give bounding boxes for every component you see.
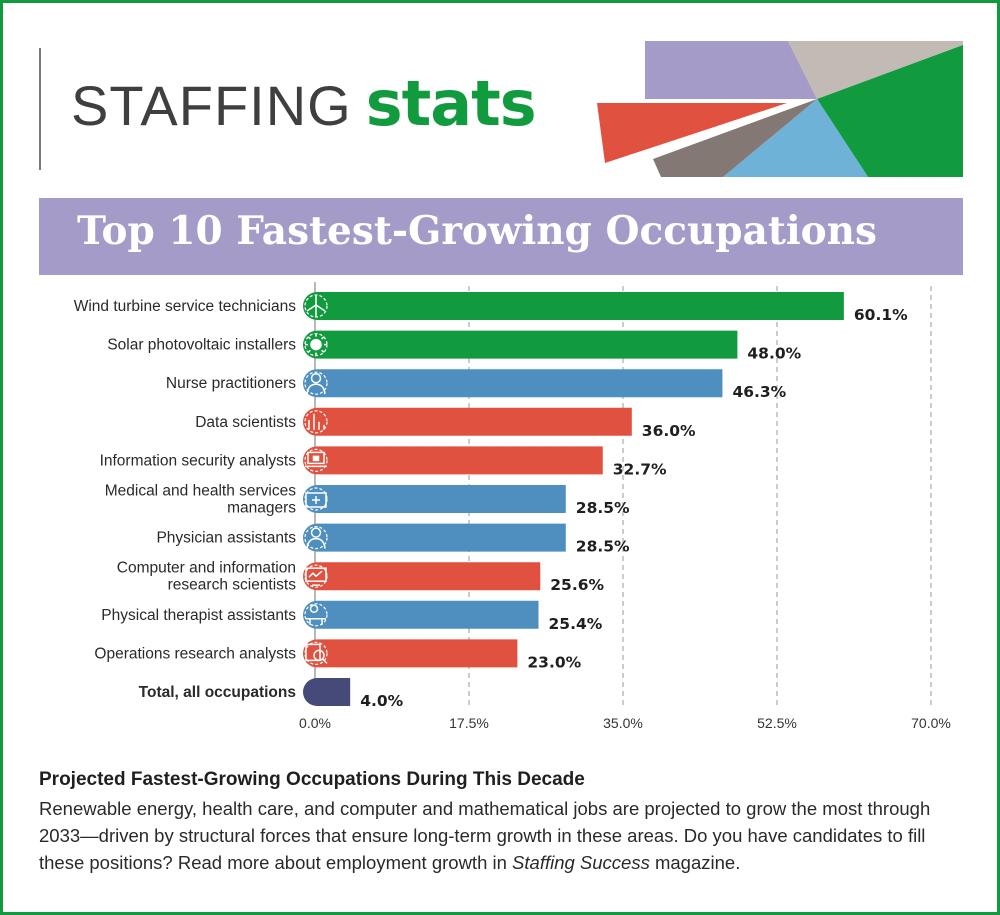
value-label: 60.1% <box>854 306 908 324</box>
value-label: 46.3% <box>732 383 786 401</box>
icon-ring <box>304 371 328 395</box>
bar <box>303 639 518 668</box>
bar <box>303 600 539 629</box>
magazine-name: Staffing Success <box>512 852 650 873</box>
category-label: managers <box>227 500 296 517</box>
pie-slice-gray <box>788 41 963 99</box>
bar <box>303 369 723 398</box>
bar-chart: 0.0% 17.5% 35.0% 52.5% 70.0% Wind turbine ser… <box>74 282 951 731</box>
bar <box>303 523 566 552</box>
title-band: Top 10 Fastest-Growing Occupations <box>39 198 963 275</box>
footer-body-text: Renewable energy, health care, and compu… <box>39 798 931 873</box>
brand-light-text: STAFFING <box>71 74 352 137</box>
icon-ring <box>304 487 328 511</box>
sun-icon <box>305 333 327 356</box>
footer-body: Renewable energy, health care, and compu… <box>39 795 969 876</box>
medical-kit-icon <box>305 492 327 508</box>
brand-logo: STAFFING stats <box>71 73 537 137</box>
icon-ring <box>304 641 328 666</box>
icon-ring <box>304 564 328 588</box>
category-label: Physician assistants <box>156 530 296 547</box>
bar <box>303 485 566 513</box>
category-label: Wind turbine service technicians <box>74 298 297 315</box>
pie-slice-blue <box>723 99 868 177</box>
category-label: Information security analysts <box>100 452 297 469</box>
category-label: Computer and information <box>117 560 296 577</box>
footer-title: Projected Fastest-Growing Occupations Du… <box>39 769 585 790</box>
icon-ring <box>304 410 328 434</box>
nurse-icon <box>306 372 326 395</box>
bar-chart-icon <box>308 413 325 430</box>
pie-slice-red <box>597 103 787 163</box>
wind-turbine-icon <box>306 295 326 317</box>
value-label: 28.5% <box>576 499 630 517</box>
icon-ring <box>304 603 328 627</box>
x-tick-label: 70.0% <box>911 715 951 731</box>
value-label: 36.0% <box>642 422 696 440</box>
value-label: 4.0% <box>360 692 403 710</box>
laptop-lock-icon <box>305 451 327 468</box>
value-label: 25.4% <box>549 615 603 633</box>
x-tick-label: 0.0% <box>299 715 331 731</box>
pie-slice-dark <box>653 99 817 177</box>
header-divider <box>39 48 41 170</box>
category-label: Solar photovoltaic installers <box>107 337 296 354</box>
bar <box>303 562 541 591</box>
footer-section: Projected Fastest-Growing Occupations Du… <box>39 768 969 876</box>
category-label: Medical and health services <box>105 483 297 500</box>
category-label: research scientists <box>168 577 297 594</box>
x-tick-label: 52.5% <box>757 715 797 731</box>
pie-slice-green <box>817 45 963 177</box>
chart-title: Top 10 Fastest-Growing Occupations <box>77 208 877 254</box>
value-label: 28.5% <box>576 538 630 556</box>
doctor-icon <box>306 527 326 549</box>
category-label: Physical therapist assistants <box>101 607 296 624</box>
category-label: Total, all occupations <box>139 684 296 701</box>
value-label: 48.0% <box>747 345 801 363</box>
category-label: Data scientists <box>195 414 296 431</box>
bar <box>303 446 603 475</box>
category-label: Nurse practitioners <box>166 375 296 392</box>
value-label: 23.0% <box>527 653 581 671</box>
footer-body-end: magazine. <box>649 852 741 873</box>
value-label: 25.6% <box>550 576 604 594</box>
pie-slice-purple <box>645 41 817 99</box>
x-tick-label: 35.0% <box>603 715 643 731</box>
category-label: Operations research analysts <box>94 645 296 662</box>
value-label: 32.7% <box>613 460 667 478</box>
bar <box>303 330 738 359</box>
icon-ring <box>304 448 328 472</box>
therapy-icon <box>306 604 326 625</box>
x-tick-label: 17.5% <box>449 715 489 731</box>
bar <box>303 678 351 706</box>
magnifier-chart-icon <box>305 643 328 664</box>
brand-bold-text: stats <box>365 67 537 140</box>
icon-ring <box>304 525 328 550</box>
bar <box>303 407 632 436</box>
pie-logo-graphic <box>597 41 963 177</box>
bar <box>303 292 844 320</box>
monitor-chart-icon <box>305 567 327 586</box>
